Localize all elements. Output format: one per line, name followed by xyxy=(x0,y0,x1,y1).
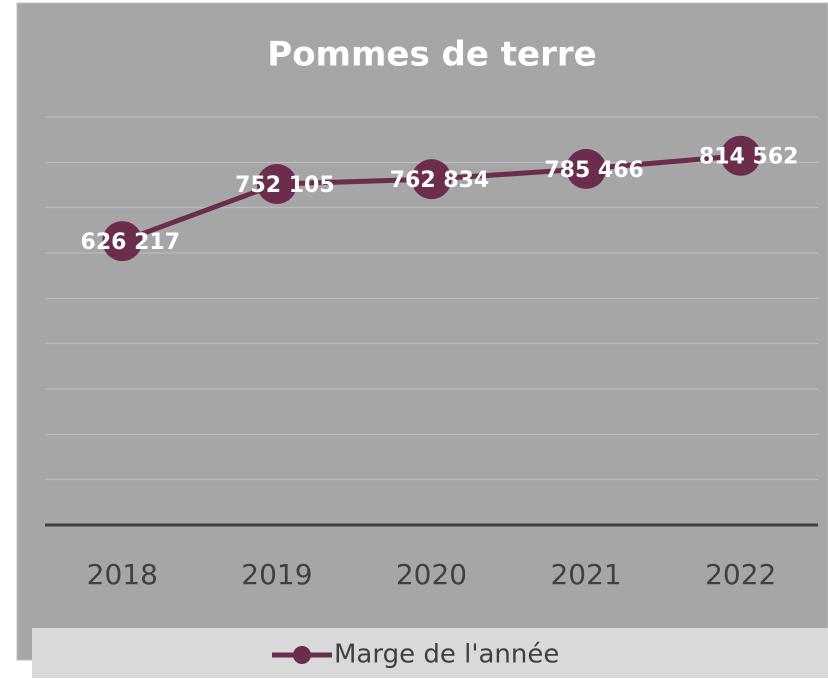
data-label: 752 105 xyxy=(235,173,335,198)
data-point xyxy=(256,164,297,205)
chart-background xyxy=(16,2,828,661)
x-tick-label: 2018 xyxy=(87,558,158,591)
data-point xyxy=(566,148,607,189)
data-point xyxy=(720,135,761,176)
data-label: 814 562 xyxy=(699,145,799,170)
data-point xyxy=(411,159,452,200)
data-label: 785 466 xyxy=(544,158,644,183)
legend-background xyxy=(32,628,828,678)
data-label: 762 834 xyxy=(390,168,490,193)
legend-marker xyxy=(293,646,311,664)
x-tick-label: 2022 xyxy=(705,558,776,591)
x-tick-label: 2020 xyxy=(396,558,467,591)
x-tick-label: 2021 xyxy=(550,558,621,591)
data-label: 626 217 xyxy=(81,230,181,255)
data-point xyxy=(102,221,143,262)
x-tick-label: 2019 xyxy=(241,558,312,591)
chart-title: Pommes de terre xyxy=(267,35,596,75)
legend-label: Marge de l'année xyxy=(334,640,559,670)
